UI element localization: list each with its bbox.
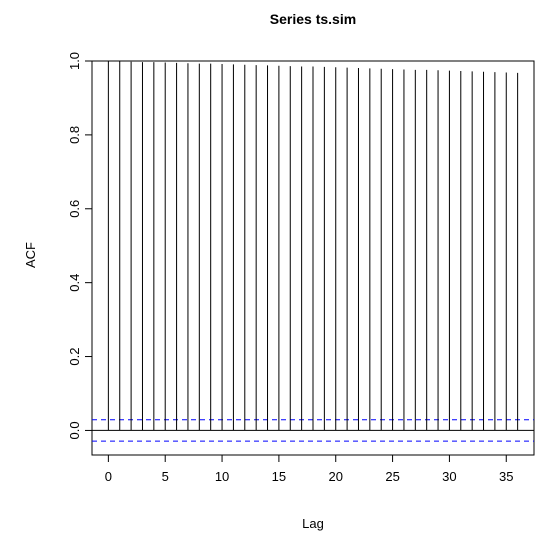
y-tick-label: 0.0 [67,421,82,439]
y-tick-label: 0.6 [67,200,82,218]
y-tick-label: 1.0 [67,52,82,70]
y-axis-label: ACF [23,242,38,268]
x-tick-label: 0 [105,469,112,484]
x-tick-label: 5 [162,469,169,484]
y-tick-label: 0.8 [67,126,82,144]
y-tick-label: 0.4 [67,274,82,292]
plot-area: 0 5 10 15 20 25 30 35 0.0 0.2 0.4 0.6 0.8 1.0 [67,52,535,484]
x-tick-label: 30 [442,469,456,484]
x-tick-label: 15 [272,469,286,484]
x-tick-label: 10 [215,469,229,484]
x-tick-label: 20 [329,469,343,484]
x-tick-label: 35 [499,469,513,484]
plot-frame [91,60,535,456]
x-tick-label: 25 [385,469,399,484]
chart-title: Series ts.sim [270,11,356,27]
x-axis-label: Lag [302,516,324,531]
y-tick-label: 0.2 [67,348,82,366]
